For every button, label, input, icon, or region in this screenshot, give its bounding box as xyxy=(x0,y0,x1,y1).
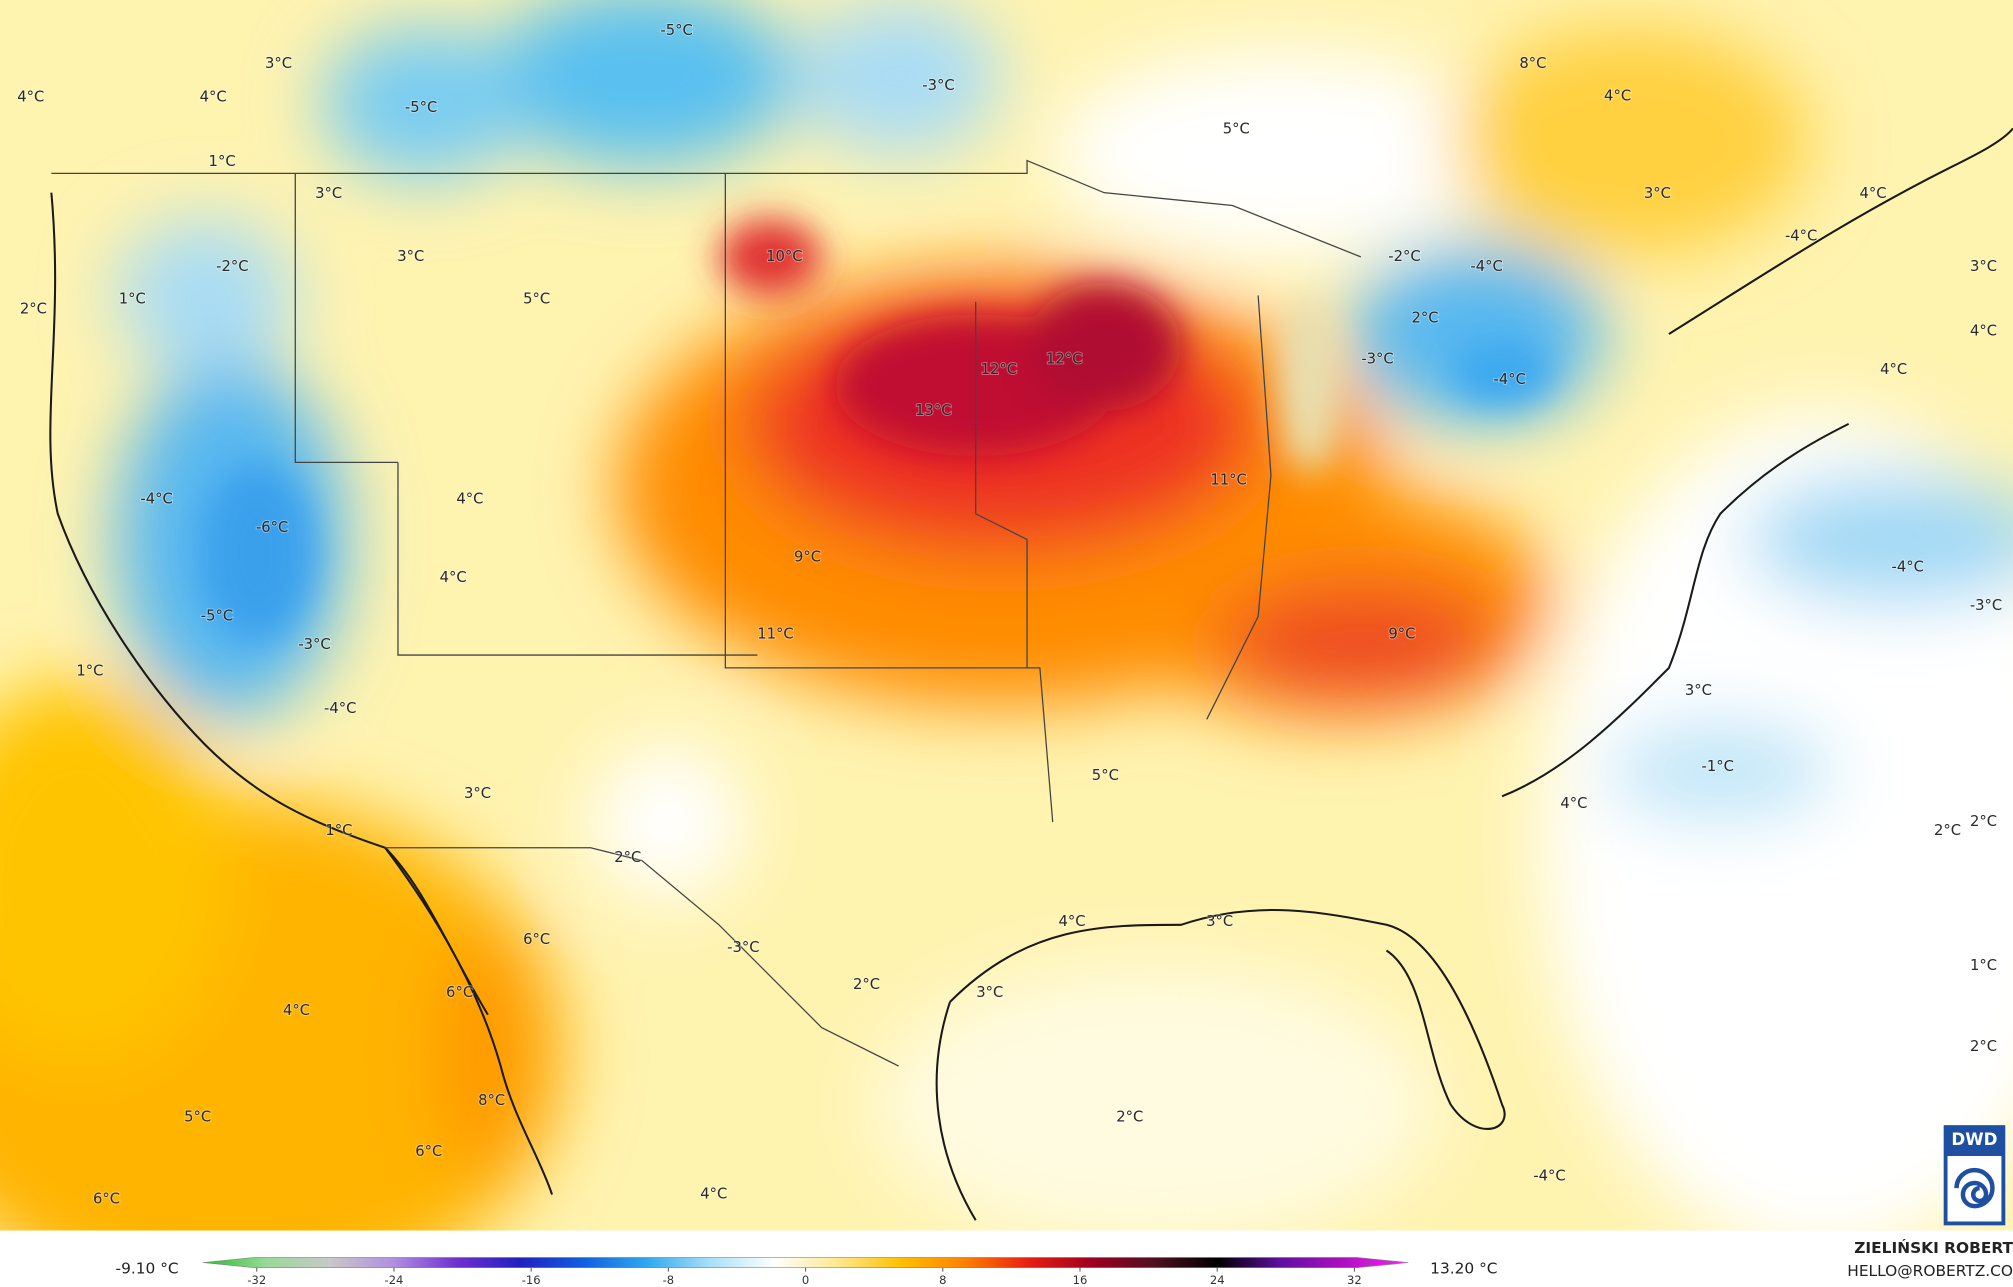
temperature-label: 3°C xyxy=(464,785,491,802)
temperature-label: 4°C xyxy=(17,89,44,106)
colorbar-tick-label: -16 xyxy=(522,1273,541,1287)
temperature-label: -3°C xyxy=(727,939,759,956)
temperature-label: 6°C xyxy=(93,1191,120,1208)
temperature-label: 8°C xyxy=(478,1092,505,1109)
footer: -9.10 °C 13.20 °C ZIELIŃSKI ROBERT HELLO… xyxy=(116,1238,2013,1287)
temperature-label: 12°C xyxy=(1046,351,1082,368)
temperature-label: 10°C xyxy=(766,248,802,265)
temperature-label: 8°C xyxy=(1519,55,1546,72)
temperature-label: 2°C xyxy=(853,976,880,993)
temperature-label: 1°C xyxy=(76,663,103,680)
temperature-label: 9°C xyxy=(1388,626,1415,643)
temperature-label: 9°C xyxy=(794,548,821,565)
temperature-label: 3°C xyxy=(315,185,342,202)
temperature-label: -3°C xyxy=(922,77,954,94)
temperature-label: 1°C xyxy=(325,822,352,839)
temperature-label: 2°C xyxy=(614,849,641,866)
temperature-label: 6°C xyxy=(523,931,550,948)
temperature-label: 3°C xyxy=(1206,913,1233,930)
temperature-label: 2°C xyxy=(1970,813,1997,830)
temperature-label: -2°C xyxy=(1388,248,1420,265)
temperature-label: 4°C xyxy=(1970,322,1997,339)
borders xyxy=(51,159,1362,1067)
temperature-label: 4°C xyxy=(1880,361,1907,378)
temperature-label: 4°C xyxy=(1560,795,1587,812)
colorbar-max-label: 13.20 °C xyxy=(1430,1260,1497,1278)
temperature-label: 4°C xyxy=(1860,185,1887,202)
temperature-label: 11°C xyxy=(757,626,793,643)
coastlines xyxy=(49,127,2013,1221)
temperature-label: 4°C xyxy=(283,1002,310,1019)
temperature-label: 4°C xyxy=(200,89,227,106)
colorbar-tick-label: -8 xyxy=(663,1273,675,1287)
colorbar-tick-label: 24 xyxy=(1210,1273,1225,1287)
temperature-label: 6°C xyxy=(446,984,473,1001)
colorbar-tick-label: 0 xyxy=(802,1273,809,1287)
temperature-label: -4°C xyxy=(1785,227,1817,244)
temperature-label: 6°C xyxy=(415,1143,442,1160)
temperature-label: 3°C xyxy=(265,55,292,72)
colorbar-tick-label: 8 xyxy=(939,1273,946,1287)
logo-text: DWD xyxy=(1951,1130,1997,1149)
temperature-label: 2°C xyxy=(1411,310,1438,327)
temperature-label: 5°C xyxy=(1223,121,1250,138)
temperature-label: 3°C xyxy=(1970,258,1997,275)
contact: HELLO@ROBERTZ.CO xyxy=(1847,1262,2013,1280)
temperature-label: 1°C xyxy=(1970,957,1997,974)
temperature-label: -4°C xyxy=(140,491,172,508)
temperature-label: -2°C xyxy=(216,258,248,275)
temperature-label: 3°C xyxy=(1644,185,1671,202)
temperature-label: 1°C xyxy=(119,290,146,307)
temperature-label: -4°C xyxy=(1494,371,1526,388)
author: ZIELIŃSKI ROBERT xyxy=(1854,1238,2013,1257)
temperature-label: 2°C xyxy=(20,301,47,318)
colorbar-tick-label: -24 xyxy=(385,1273,404,1287)
temperature-label: 4°C xyxy=(1604,87,1631,104)
temperature-label: -3°C xyxy=(1970,597,2002,614)
temperature-label: 13°C xyxy=(915,402,951,419)
temperature-label: 5°C xyxy=(523,290,550,307)
temperature-label: 3°C xyxy=(397,248,424,265)
dwd-logo: DWD xyxy=(1943,1125,2006,1226)
temperature-label: -6°C xyxy=(256,519,288,536)
temperature-label: 2°C xyxy=(1970,1038,1997,1055)
temperature-label: 2°C xyxy=(1934,822,1961,839)
temperature-label: -5°C xyxy=(660,22,692,39)
temperature-label: 3°C xyxy=(976,984,1003,1001)
temperature-label: -4°C xyxy=(1470,258,1502,275)
temperature-label: -4°C xyxy=(324,700,356,717)
colorbar xyxy=(202,1257,1409,1269)
temperature-label: -5°C xyxy=(201,608,233,625)
temperature-label: -4°C xyxy=(1892,559,1924,576)
temperature-label: -5°C xyxy=(405,99,437,116)
colorbar-tick-label: 16 xyxy=(1073,1273,1088,1287)
temperature-label: 1°C xyxy=(209,153,236,170)
temperature-label: 2°C xyxy=(1116,1108,1143,1125)
temperature-label: 5°C xyxy=(184,1108,211,1125)
colorbar-tick-label: -32 xyxy=(247,1273,266,1287)
temperature-label: -1°C xyxy=(1702,758,1734,775)
temperature-label: -3°C xyxy=(298,636,330,653)
temperature-label: 12°C xyxy=(981,361,1017,378)
temperature-label: 4°C xyxy=(440,569,467,586)
temperature-label: -3°C xyxy=(1361,351,1393,368)
temperature-label: -4°C xyxy=(1533,1168,1565,1185)
colorbar-tick-label: 32 xyxy=(1347,1273,1362,1287)
temperature-label: 5°C xyxy=(1092,767,1119,784)
temperature-label: 4°C xyxy=(1058,913,1085,930)
temperature-label: 4°C xyxy=(700,1186,727,1203)
temperature-label: 3°C xyxy=(1685,682,1712,699)
temperature-label: 11°C xyxy=(1210,471,1246,488)
temperature-label: 4°C xyxy=(456,491,483,508)
colorbar-min-label: -9.10 °C xyxy=(116,1260,179,1278)
temperature-labels: -5°C 3°C 4°C 4°C -5°C -3°C 8°C 4°C 5°C 1°C 3°C 3°C 4… xyxy=(16,21,2003,1209)
